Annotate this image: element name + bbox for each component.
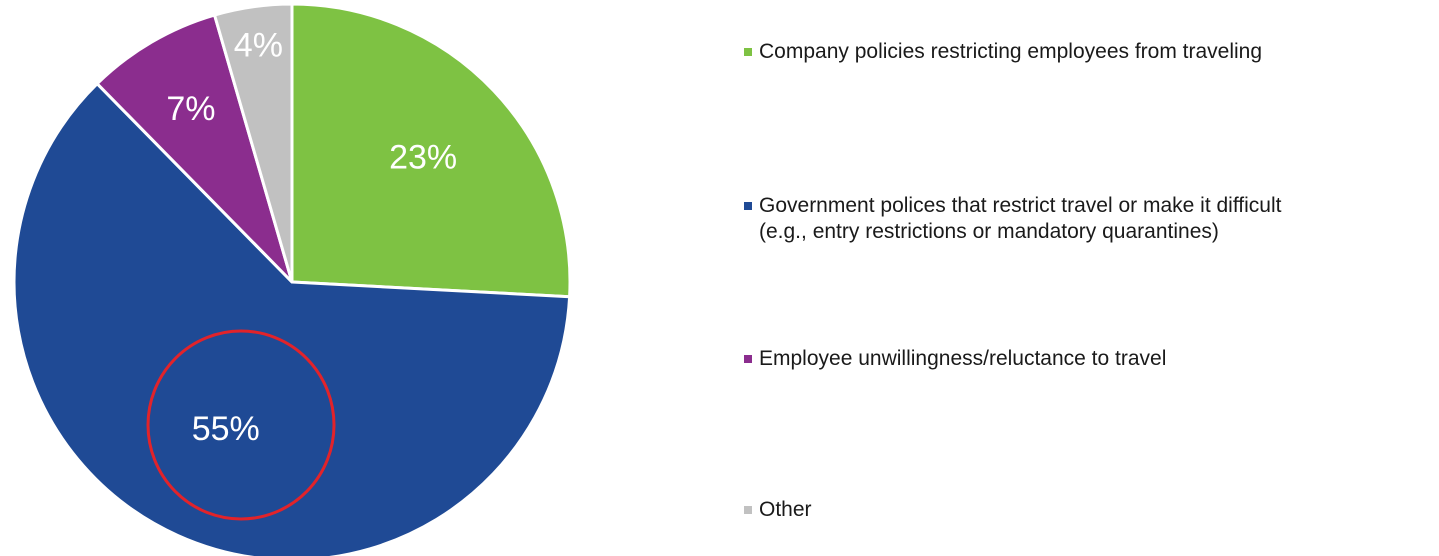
pie-label-company-policies: 23% — [389, 139, 457, 177]
pie-label-employee-unwillingness: 7% — [166, 90, 215, 128]
legend-swatch-company-policies — [744, 48, 752, 56]
pie-slice-employee-unwillingness — [95, 13, 294, 284]
legend-label-other: Other — [759, 498, 812, 521]
legend: Company policies restricting employees f… — [744, 0, 1434, 556]
legend-item-other: Other — [744, 497, 812, 523]
pie-slice-company-policies — [290, 2, 572, 299]
legend-item-company-policies: Company policies restricting employees f… — [744, 39, 1262, 65]
legend-label-employee-unwillingness: Employee unwillingness/reluctance to tra… — [759, 347, 1167, 370]
legend-item-employee-unwillingness: Employee unwillingness/reluctance to tra… — [744, 346, 1166, 372]
legend-swatch-government-policies — [744, 202, 752, 210]
pie-slice-government-policies — [12, 82, 572, 556]
legend-swatch-employee-unwillingness — [744, 355, 752, 363]
pie-labels: 23% 55% 7% 4% — [166, 26, 457, 448]
pie-chart: 23% 55% 7% 4% — [12, 2, 572, 556]
legend-swatch-other — [744, 506, 752, 514]
legend-item-government-policies: Government polices that restrict travel … — [744, 193, 1281, 245]
pie-slice-other — [213, 2, 294, 284]
legend-label-government-policies: Government polices that restrict travel … — [759, 194, 1282, 243]
legend-label-company-policies: Company policies restricting employees f… — [759, 40, 1263, 63]
highlight-circle — [146, 329, 336, 521]
pie-label-other: 4% — [234, 26, 283, 64]
pie-slices — [12, 2, 572, 556]
pie-label-government-policies: 55% — [192, 410, 260, 448]
